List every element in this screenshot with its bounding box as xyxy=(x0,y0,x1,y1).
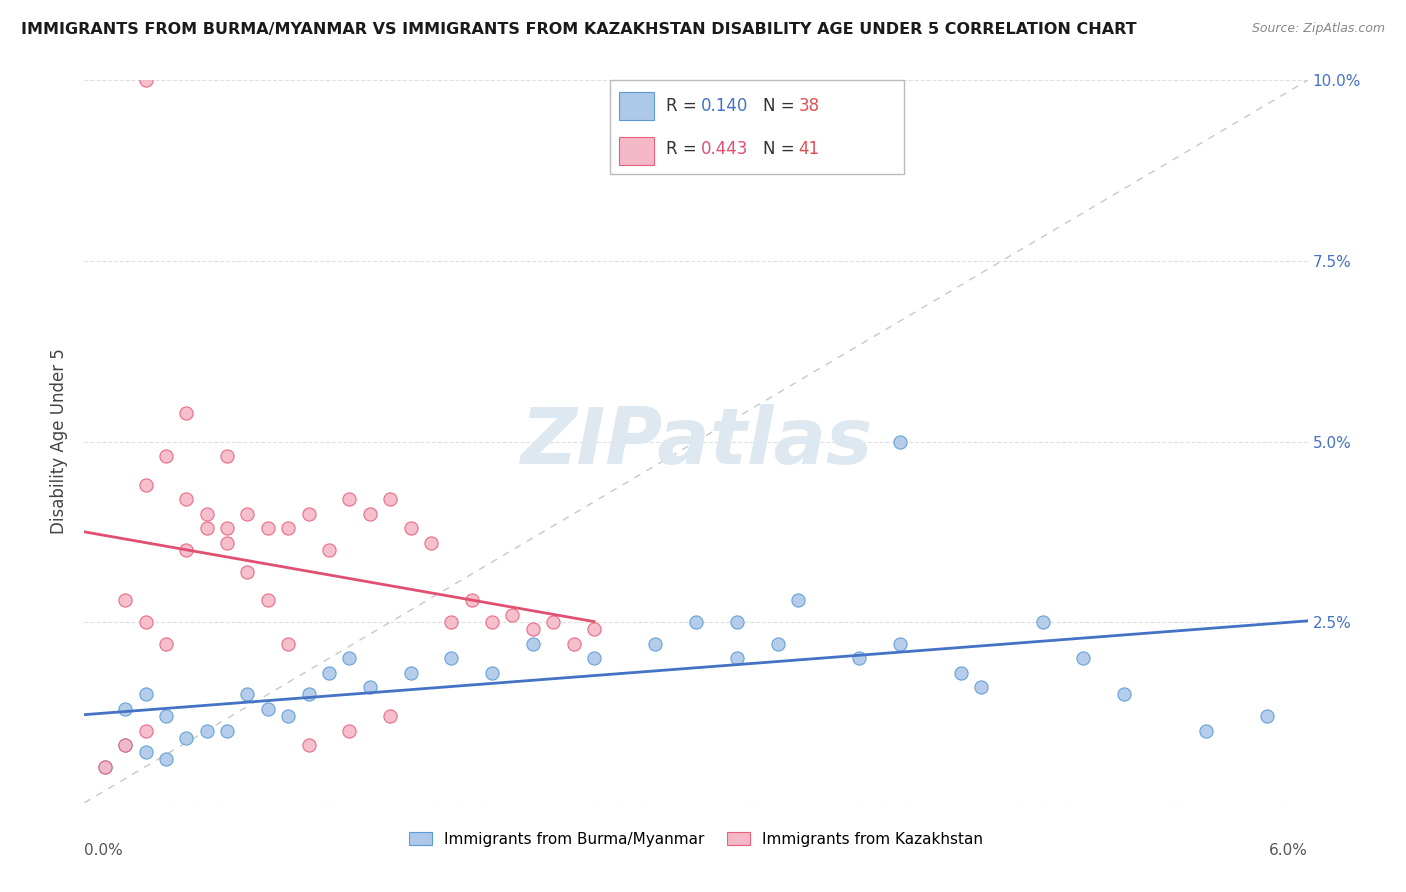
Point xyxy=(440,651,463,665)
Point xyxy=(176,542,198,557)
Point xyxy=(950,665,973,680)
Point xyxy=(339,492,361,507)
Point xyxy=(155,449,177,463)
Point xyxy=(176,406,198,420)
Point xyxy=(298,507,321,521)
Point xyxy=(298,687,321,701)
Point xyxy=(562,637,585,651)
Point xyxy=(1114,687,1136,701)
Point xyxy=(1256,709,1278,723)
Point xyxy=(318,665,340,680)
Point xyxy=(217,521,239,535)
Point xyxy=(298,738,321,752)
Point xyxy=(1195,723,1218,738)
Point xyxy=(1032,615,1054,630)
Point xyxy=(481,665,503,680)
Point xyxy=(217,535,239,549)
Point xyxy=(217,449,239,463)
Point xyxy=(543,615,565,630)
Point xyxy=(440,615,463,630)
Point xyxy=(380,492,402,507)
Point xyxy=(155,637,177,651)
Legend: Immigrants from Burma/Myanmar, Immigrants from Kazakhstan: Immigrants from Burma/Myanmar, Immigrant… xyxy=(402,826,990,853)
Point xyxy=(725,615,748,630)
Point xyxy=(195,723,218,738)
Point xyxy=(725,651,748,665)
Point xyxy=(236,565,259,579)
Point xyxy=(1073,651,1095,665)
Point xyxy=(277,709,299,723)
Point xyxy=(481,615,503,630)
Point xyxy=(257,521,280,535)
Point xyxy=(502,607,524,622)
Point xyxy=(970,680,993,694)
Point xyxy=(277,521,299,535)
Point xyxy=(889,637,911,651)
Point xyxy=(135,478,157,492)
Point xyxy=(176,492,198,507)
Point xyxy=(155,752,177,766)
Point xyxy=(848,651,870,665)
Point xyxy=(195,507,218,521)
Text: IMMIGRANTS FROM BURMA/MYANMAR VS IMMIGRANTS FROM KAZAKHSTAN DISABILITY AGE UNDER: IMMIGRANTS FROM BURMA/MYANMAR VS IMMIGRA… xyxy=(21,22,1136,37)
Point xyxy=(583,623,606,637)
Point xyxy=(155,709,177,723)
Point xyxy=(135,73,157,87)
Point xyxy=(685,615,707,630)
Point xyxy=(236,507,259,521)
Point xyxy=(359,680,381,694)
Point xyxy=(583,651,606,665)
Y-axis label: Disability Age Under 5: Disability Age Under 5 xyxy=(51,349,69,534)
Point xyxy=(93,760,117,774)
Point xyxy=(399,665,422,680)
Point xyxy=(420,535,443,549)
Text: ZIPatlas: ZIPatlas xyxy=(520,403,872,480)
Point xyxy=(787,593,810,607)
Point xyxy=(766,637,789,651)
Text: 6.0%: 6.0% xyxy=(1268,843,1308,857)
Point xyxy=(114,738,136,752)
Point xyxy=(135,745,157,759)
Point xyxy=(522,637,544,651)
Point xyxy=(399,521,422,535)
Point xyxy=(176,731,198,745)
Point xyxy=(93,760,117,774)
Point xyxy=(236,687,259,701)
Point xyxy=(889,434,911,449)
Point xyxy=(217,723,239,738)
Point xyxy=(195,521,218,535)
Point xyxy=(380,709,402,723)
Point xyxy=(522,623,544,637)
Point xyxy=(257,593,280,607)
Point xyxy=(644,637,666,651)
Point xyxy=(135,615,157,630)
Text: 0.0%: 0.0% xyxy=(84,843,124,857)
Point xyxy=(277,637,299,651)
Point xyxy=(114,593,136,607)
Point xyxy=(339,723,361,738)
Point xyxy=(318,542,340,557)
Point xyxy=(339,651,361,665)
Text: Source: ZipAtlas.com: Source: ZipAtlas.com xyxy=(1251,22,1385,36)
Point xyxy=(135,687,157,701)
Point xyxy=(359,507,381,521)
Point xyxy=(461,593,484,607)
Point xyxy=(114,738,136,752)
Point xyxy=(114,702,136,716)
Point xyxy=(135,723,157,738)
Point xyxy=(257,702,280,716)
